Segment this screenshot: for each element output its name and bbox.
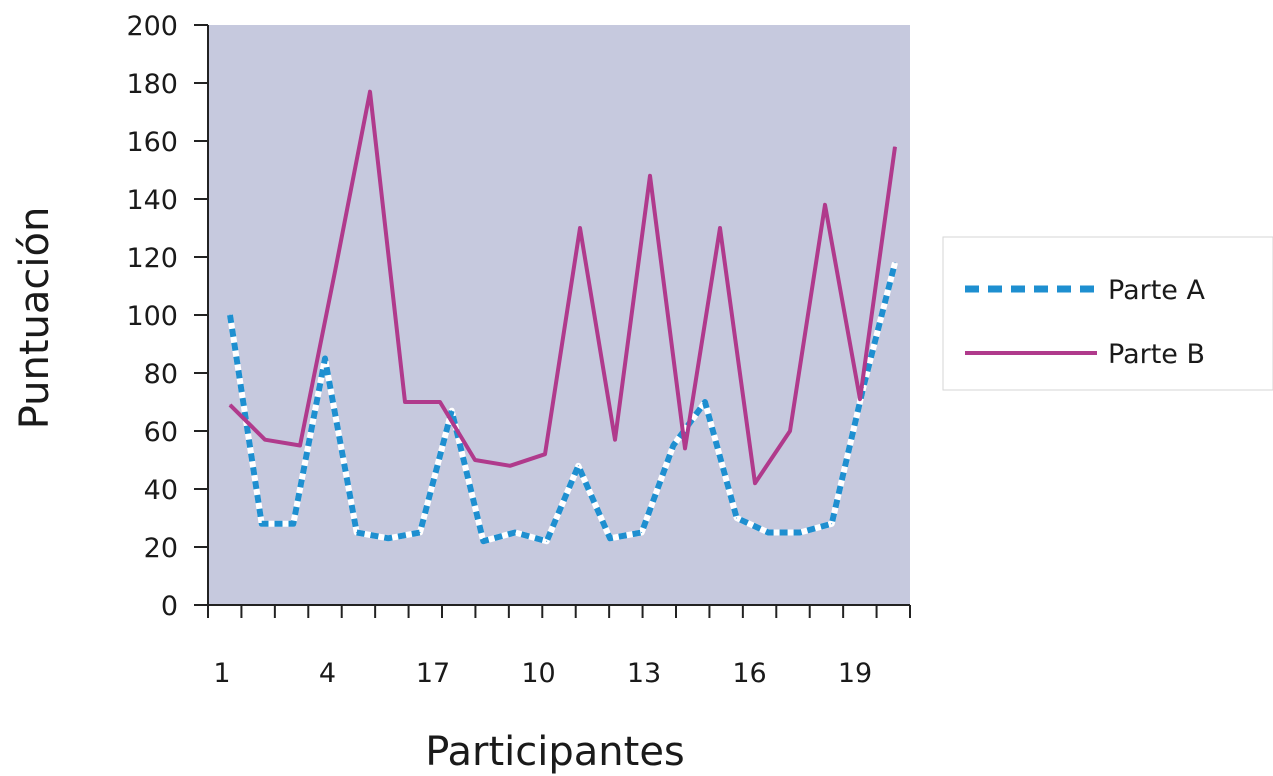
data-point	[649, 175, 651, 177]
data-point	[859, 398, 861, 400]
y-tick-label: 120	[126, 243, 178, 274]
data-point	[229, 404, 231, 406]
data-point	[229, 314, 231, 316]
y-tick-label: 140	[126, 185, 178, 216]
data-point	[387, 537, 389, 539]
data-point	[546, 540, 548, 542]
data-point	[261, 523, 263, 525]
y-tick-label: 20	[144, 533, 178, 564]
x-axis-title: Participantes	[425, 729, 685, 775]
data-point	[577, 465, 579, 467]
series-2-group	[228, 89, 897, 486]
data-point	[334, 271, 336, 272]
axes	[194, 24, 911, 618]
data-point	[736, 517, 738, 519]
data-point	[264, 439, 266, 441]
data-point	[684, 447, 686, 449]
series-line-parte-b	[228, 89, 897, 486]
series-1-group	[227, 262, 898, 545]
data-point	[299, 445, 301, 446]
data-point	[831, 523, 833, 525]
y-tick-label: 80	[144, 359, 178, 390]
data-point	[544, 453, 546, 455]
data-point	[439, 401, 441, 403]
x-tick-label: 16	[732, 658, 766, 689]
x-tick-label: 1	[213, 658, 230, 689]
x-tick-label: 17	[416, 658, 450, 689]
y-tick-label: 100	[126, 301, 178, 332]
legend-box	[942, 236, 1273, 391]
data-point	[614, 439, 616, 441]
tick-labels: 0 20 40 60 80 100 120 140 160 180 200 1 4 17 10 13 16 19	[126, 11, 872, 689]
x-tick-label: 13	[627, 658, 661, 689]
data-point	[641, 532, 643, 533]
data-point	[292, 523, 294, 525]
data-point	[672, 445, 674, 446]
y-tick-label: 60	[144, 417, 178, 448]
y-tick-label: 0	[161, 591, 178, 622]
data-point	[579, 227, 581, 229]
data-point	[451, 410, 453, 412]
y-tick-label: 160	[126, 127, 178, 158]
data-point	[754, 482, 756, 484]
legend-label: Parte B	[1108, 339, 1205, 370]
data-point	[789, 430, 791, 432]
data-point	[609, 537, 611, 539]
data-point	[894, 262, 896, 264]
data-point	[324, 358, 326, 359]
data-point	[356, 532, 358, 533]
data-point	[767, 532, 769, 533]
x-tick-label: 19	[838, 658, 872, 689]
data-point	[704, 401, 706, 403]
data-point	[514, 532, 516, 533]
data-point	[482, 540, 484, 542]
data-point	[719, 227, 721, 229]
data-point	[824, 204, 826, 206]
data-point	[404, 401, 406, 403]
y-axis-title: Puntuación	[12, 207, 58, 430]
data-point	[369, 91, 371, 93]
y-tick-label: 180	[126, 69, 178, 100]
data-point	[474, 459, 476, 461]
data-point	[419, 532, 421, 533]
data-point	[799, 532, 801, 533]
x-tick-label: 4	[319, 658, 336, 689]
series-layer	[227, 89, 898, 545]
legend-label: Parte A	[1108, 275, 1205, 306]
data-point	[894, 146, 896, 148]
legend: Parte A Parte B	[942, 236, 1273, 391]
data-point	[509, 465, 511, 467]
series-line-parte-a	[227, 262, 898, 545]
y-tick-label: 40	[144, 475, 178, 506]
x-tick-label: 10	[521, 658, 555, 689]
y-tick-label: 200	[126, 11, 178, 42]
